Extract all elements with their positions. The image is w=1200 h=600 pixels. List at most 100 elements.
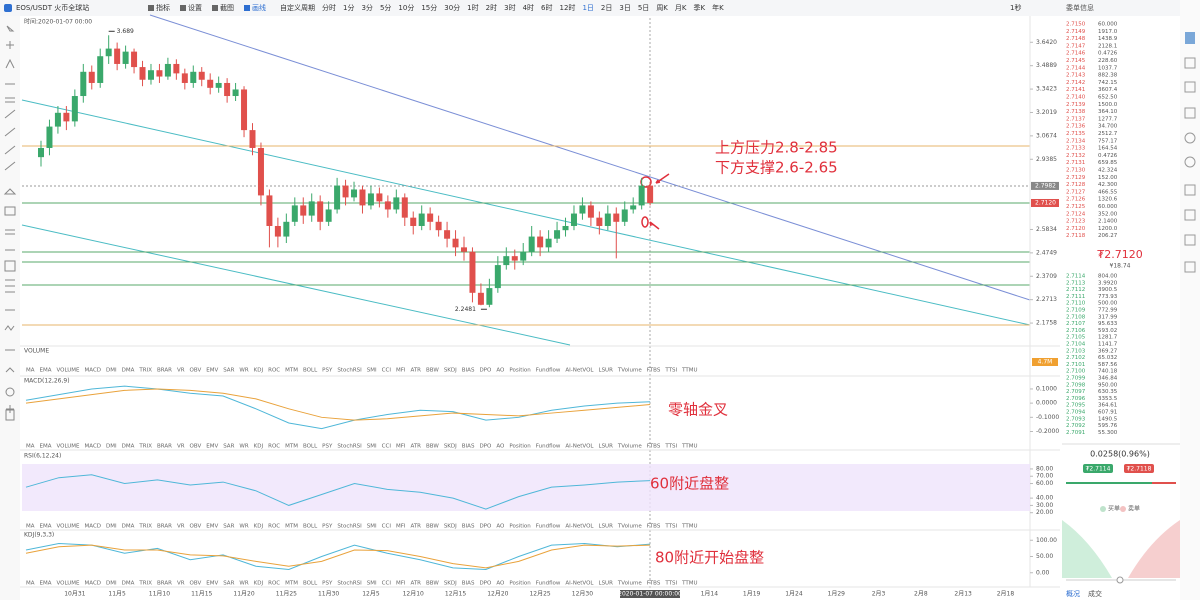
indicator-tab[interactable]: EMV xyxy=(206,524,218,530)
indicator-tab[interactable]: VOLUME xyxy=(57,444,81,450)
indicator-tab[interactable]: AI-NetVOL xyxy=(565,581,594,587)
period[interactable]: 1时 xyxy=(467,3,478,12)
indicator-tab[interactable]: SKDJ xyxy=(444,581,457,587)
period[interactable]: 4时 xyxy=(523,3,534,12)
indicator-tab[interactable]: AO xyxy=(496,444,505,450)
indicator-tab[interactable]: DMI xyxy=(106,524,117,530)
indicator-tab[interactable]: DPO xyxy=(479,444,492,450)
indicator-tab[interactable]: VOLUME xyxy=(57,524,81,530)
tab[interactable]: 概况 xyxy=(1066,589,1080,598)
indicator-tab[interactable]: LSUR xyxy=(599,524,614,530)
indicator-tab[interactable]: DMA xyxy=(122,368,135,374)
indicator-tab[interactable]: PSY xyxy=(322,368,333,374)
indicator-tab[interactable]: OBV xyxy=(190,368,202,374)
indicator-tab[interactable]: StochRSI xyxy=(337,581,362,587)
period[interactable]: 年K xyxy=(712,3,724,12)
period[interactable]: 2日 xyxy=(601,4,612,12)
indicator-tab[interactable]: AI-NetVOL xyxy=(565,524,594,530)
indicator-tab[interactable]: MACD xyxy=(85,581,102,587)
indicator-tab[interactable]: EMV xyxy=(206,444,218,450)
indicator-tab[interactable]: ROC xyxy=(268,581,280,587)
period[interactable]: 15分 xyxy=(421,3,437,12)
indicator-tab[interactable]: MACD xyxy=(85,524,102,530)
tool-icon[interactable] xyxy=(212,5,218,11)
indicator-tab[interactable]: WR xyxy=(239,581,248,587)
indicator-tab[interactable]: MTM xyxy=(285,444,298,450)
indicator-tab[interactable]: PSY xyxy=(322,524,333,530)
period[interactable]: 1分 xyxy=(343,3,354,12)
period[interactable]: 2时 xyxy=(486,3,497,12)
indicator-tab[interactable]: MFI xyxy=(396,524,406,530)
indicator-tab[interactable]: SAR xyxy=(223,444,234,450)
indicator-tab[interactable]: SKDJ xyxy=(444,524,457,530)
indicator-tab[interactable]: TTMU xyxy=(681,581,697,587)
indicator-tab[interactable]: MA xyxy=(26,368,35,374)
indicator-tab[interactable]: MA xyxy=(26,444,35,450)
indicator-tab[interactable]: KDJ xyxy=(254,524,264,530)
indicator-tab[interactable]: TTSI xyxy=(664,524,677,530)
indicator-tab[interactable]: MFI xyxy=(396,444,406,450)
refresh[interactable]: 1秒 xyxy=(1010,3,1021,12)
period[interactable]: 月K xyxy=(675,4,687,12)
indicator-tab[interactable]: BBW xyxy=(426,524,439,530)
indicator-tab[interactable]: DPO xyxy=(479,368,492,374)
indicator-tab[interactable]: MTM xyxy=(285,368,298,374)
period[interactable]: 分时 xyxy=(322,3,336,12)
period[interactable]: 5分 xyxy=(380,3,391,12)
indicator-tab[interactable]: SMI xyxy=(367,581,377,587)
indicator-tab[interactable]: BRAR xyxy=(157,444,172,450)
indicator-tab[interactable]: DMI xyxy=(106,368,117,374)
period[interactable]: 自定义周期 xyxy=(280,3,315,12)
indicator-tab[interactable]: VOLUME xyxy=(57,581,81,587)
indicator-tab[interactable]: ATR xyxy=(410,444,421,450)
indicator-tab[interactable]: StochRSI xyxy=(337,444,362,450)
period[interactable]: 3日 xyxy=(619,4,630,12)
indicator-tab[interactable]: DPO xyxy=(479,581,492,587)
indicator-tab[interactable]: SMI xyxy=(367,368,377,374)
indicator-tab[interactable]: TTSI xyxy=(664,444,677,450)
period[interactable]: 10分 xyxy=(398,3,414,12)
indicator-tab[interactable]: TTMU xyxy=(681,524,697,530)
indicator-tab[interactable]: Fundflow xyxy=(536,581,561,587)
tool[interactable]: 截图 xyxy=(220,3,234,12)
depth-handle[interactable] xyxy=(1116,576,1124,584)
ask-button[interactable] xyxy=(1124,464,1154,473)
indicator-tab[interactable]: BIAS xyxy=(462,524,475,530)
period[interactable]: 1日 xyxy=(582,4,593,12)
indicator-tab[interactable]: Fundflow xyxy=(536,368,561,374)
indicator-tab[interactable]: FTBS xyxy=(647,524,661,530)
indicator-tab[interactable]: ATR xyxy=(410,524,421,530)
indicator-tab[interactable]: PSY xyxy=(322,444,333,450)
indicator-tab[interactable]: TVolume xyxy=(617,444,642,450)
indicator-tab[interactable]: BOLL xyxy=(303,444,318,450)
indicator-tab[interactable]: BIAS xyxy=(462,581,475,587)
indicator-tab[interactable]: VR xyxy=(177,368,185,374)
indicator-tab[interactable]: CCI xyxy=(382,368,392,374)
indicator-tab[interactable]: TTMU xyxy=(681,368,697,374)
indicator-tab[interactable]: MTM xyxy=(285,581,298,587)
indicator-tab[interactable]: BOLL xyxy=(303,581,318,587)
period[interactable]: 5日 xyxy=(638,4,649,12)
indicator-tab[interactable]: BBW xyxy=(426,368,439,374)
period[interactable]: 3分 xyxy=(361,3,372,12)
indicator-tab[interactable]: MFI xyxy=(396,368,406,374)
indicator-tab[interactable]: BIAS xyxy=(462,444,475,450)
tool-icon[interactable] xyxy=(148,5,154,11)
indicator-tab[interactable]: DMI xyxy=(106,444,117,450)
indicator-tab[interactable]: BRAR xyxy=(157,368,172,374)
indicator-tab[interactable]: Fundflow xyxy=(536,444,561,450)
indicator-tab[interactable]: SAR xyxy=(223,581,234,587)
indicator-tab[interactable]: AI-NetVOL xyxy=(565,444,594,450)
indicator-tab[interactable]: OBV xyxy=(190,444,202,450)
indicator-tab[interactable]: KDJ xyxy=(254,368,264,374)
indicator-tab[interactable]: AO xyxy=(496,581,505,587)
indicator-tab[interactable]: MA xyxy=(26,581,35,587)
indicator-tab[interactable]: BIAS xyxy=(462,368,475,374)
indicator-tab[interactable]: VR xyxy=(177,524,185,530)
indicator-tab[interactable]: Position xyxy=(509,368,531,374)
indicator-tab[interactable]: CCI xyxy=(382,581,392,587)
indicator-tab[interactable]: FTBS xyxy=(647,581,661,587)
indicator-tab[interactable]: KDJ xyxy=(254,581,264,587)
indicator-tab[interactable]: OBV xyxy=(190,524,202,530)
period[interactable]: 6时 xyxy=(541,3,552,12)
